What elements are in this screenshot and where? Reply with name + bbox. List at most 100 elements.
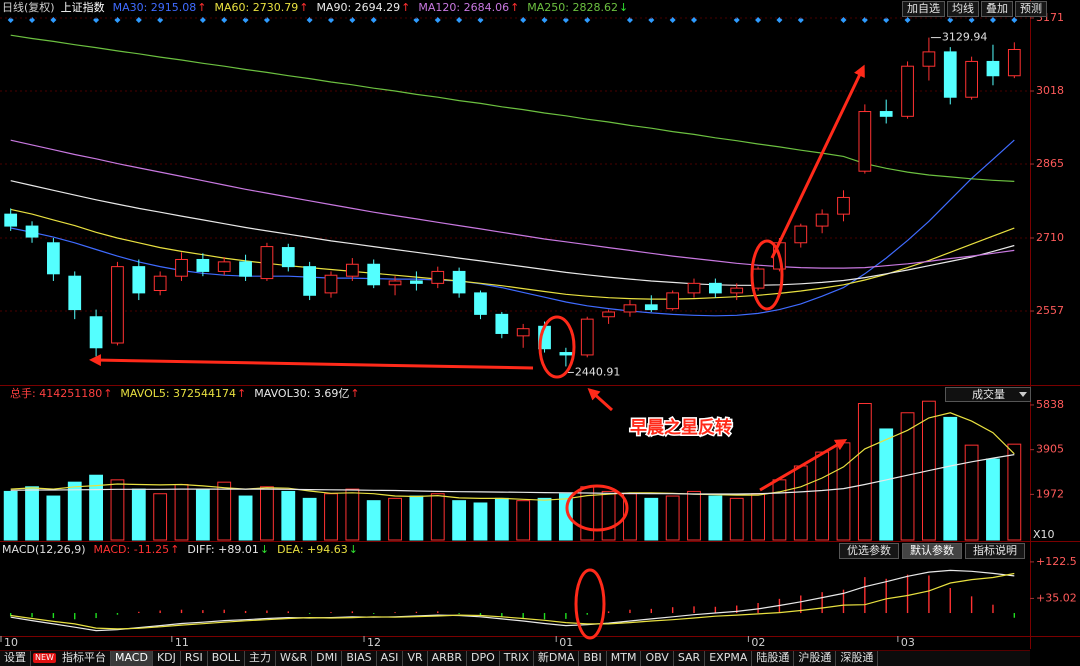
candle-body: [943, 51, 957, 98]
indicator-tab[interactable]: MTM: [607, 651, 642, 666]
indicator-tab[interactable]: EXPMA: [705, 651, 753, 666]
volume-bar: [67, 481, 82, 541]
candle-body: [858, 111, 872, 172]
symbol-label: 上证指数: [61, 0, 105, 14]
indicator-tab[interactable]: 指标平台: [58, 651, 111, 666]
candle-body: [602, 311, 615, 318]
signal-marker: [648, 17, 655, 23]
indicator-tab[interactable]: BIAS: [342, 651, 377, 666]
indicator-tab[interactable]: 陆股通: [752, 651, 795, 666]
indicator-tab[interactable]: DMI: [312, 651, 343, 666]
y-unit: X10: [1033, 528, 1055, 541]
indicator-line: [10, 572, 1015, 630]
candle-body: [666, 292, 680, 310]
annotation: 早晨之星反转: [630, 417, 732, 438]
indicator-tab[interactable]: 主力: [245, 651, 277, 666]
candle-body: [47, 242, 60, 275]
volume-bar: [815, 451, 830, 541]
legend-arrow: ↑: [170, 543, 179, 556]
legend-arrow: ↑: [103, 387, 112, 400]
candle-body: [68, 275, 82, 311]
indicator-tab[interactable]: 设置: [0, 651, 31, 666]
indicator-tab[interactable]: 新DMA: [534, 651, 580, 666]
toolbar-button[interactable]: 加自选: [902, 1, 945, 17]
candle-body: [452, 270, 466, 294]
candle-body: [196, 258, 210, 272]
indicator-tab[interactable]: BOLL: [208, 651, 246, 666]
volume-bar: [430, 493, 445, 541]
indicator-tab[interactable]: ASI: [377, 651, 404, 666]
x-tick-label: 03: [901, 636, 915, 649]
indicator-tab[interactable]: DPO: [467, 651, 500, 666]
candle-body: [879, 111, 893, 117]
legend: 总手: 414251180↑ MAVOL5: 372544174↑ MAVOL30:…: [10, 386, 360, 400]
indicator-button[interactable]: 默认参数: [902, 543, 962, 559]
highlight-circle: [574, 568, 606, 640]
candle-body: [175, 258, 188, 277]
toolbar-button[interactable]: 预测: [1015, 1, 1047, 17]
indicator-tab[interactable]: RSI: [181, 651, 208, 666]
legend-label: MA250: 2828.62: [527, 1, 618, 14]
toolbar-button[interactable]: 均线: [947, 1, 979, 17]
candle-body: [730, 287, 744, 294]
x-tick-label: 12: [367, 636, 381, 649]
legend-label: MA30: 2915.08: [113, 1, 197, 14]
indicator-tab[interactable]: VR: [403, 651, 428, 666]
legend-arrow: ↑: [350, 387, 359, 400]
candle-body: [111, 266, 124, 344]
volume-bar: [260, 486, 274, 541]
signal-marker: [797, 17, 804, 23]
volume-bar: [345, 488, 360, 541]
indicator-tab[interactable]: 深股通: [836, 651, 879, 666]
indicator-tab[interactable]: W&R: [276, 651, 313, 666]
candle-body: [687, 282, 701, 294]
selector-label: 成交量: [972, 388, 1005, 401]
indicator-tab[interactable]: 沪股通: [794, 651, 837, 666]
candle-body: [1007, 48, 1021, 77]
volume-bar: [281, 490, 296, 541]
volume-bar: [110, 479, 125, 541]
indicator-button[interactable]: 指标说明: [965, 543, 1025, 559]
indicator-tab[interactable]: OBV: [641, 651, 674, 666]
volume-selector[interactable]: 成交量: [945, 387, 1031, 402]
x-tick-label: 01: [559, 636, 573, 649]
moving-average-line: [10, 180, 1015, 286]
legend-arrow: ↑: [197, 1, 206, 14]
indicator-tab[interactable]: TRIX: [500, 651, 534, 666]
signal-marker: [626, 17, 633, 23]
y-tick-label: 5838: [1036, 398, 1064, 411]
volume-bar: [943, 416, 958, 541]
candle-body: [260, 246, 274, 280]
volume-bar: [537, 497, 552, 541]
volume-bar: [836, 442, 851, 541]
indicator-tab[interactable]: MACD: [110, 651, 153, 666]
high-label: 3129.94: [942, 31, 988, 44]
toolbar-button[interactable]: 叠加: [981, 1, 1013, 17]
signal-marker: [327, 17, 334, 23]
candle-body: [837, 196, 850, 215]
candle-body: [324, 274, 338, 294]
legend-arrow: ↑: [299, 1, 308, 14]
toolbar: 加自选 均线 叠加 预测: [900, 1, 1047, 17]
x-tick-label: 11: [175, 636, 189, 649]
signal-marker: [242, 17, 249, 23]
candle-body: [580, 318, 594, 356]
indicator-tab[interactable]: ARBR: [428, 651, 467, 666]
highlight-circle: [750, 239, 784, 311]
volume-bar: [729, 497, 744, 541]
indicator-tab[interactable]: SAR: [674, 651, 706, 666]
volume-bar: [388, 497, 402, 541]
legend-label: MA90: 2694.29: [316, 1, 400, 14]
indicator-button[interactable]: 优选参数: [839, 543, 899, 559]
indicator-tab[interactable]: KDJ: [153, 651, 181, 666]
indicator-tab[interactable]: BBI: [579, 651, 607, 666]
period-label: 日线(复权): [2, 0, 55, 14]
volume-bar: [665, 495, 680, 541]
indicator-tabs: 设置 NEW 指标平台 MACD KDJ RSI BOLL 主力 W&R DMI BIAS ASI VR…: [0, 650, 1030, 666]
volume-bar: [964, 444, 979, 541]
moving-average-line: [10, 208, 1015, 300]
candle-body: [516, 328, 530, 337]
signal-marker: [29, 17, 36, 23]
indicator-toolbar: 优选参数 默认参数 指标说明: [836, 543, 1025, 559]
